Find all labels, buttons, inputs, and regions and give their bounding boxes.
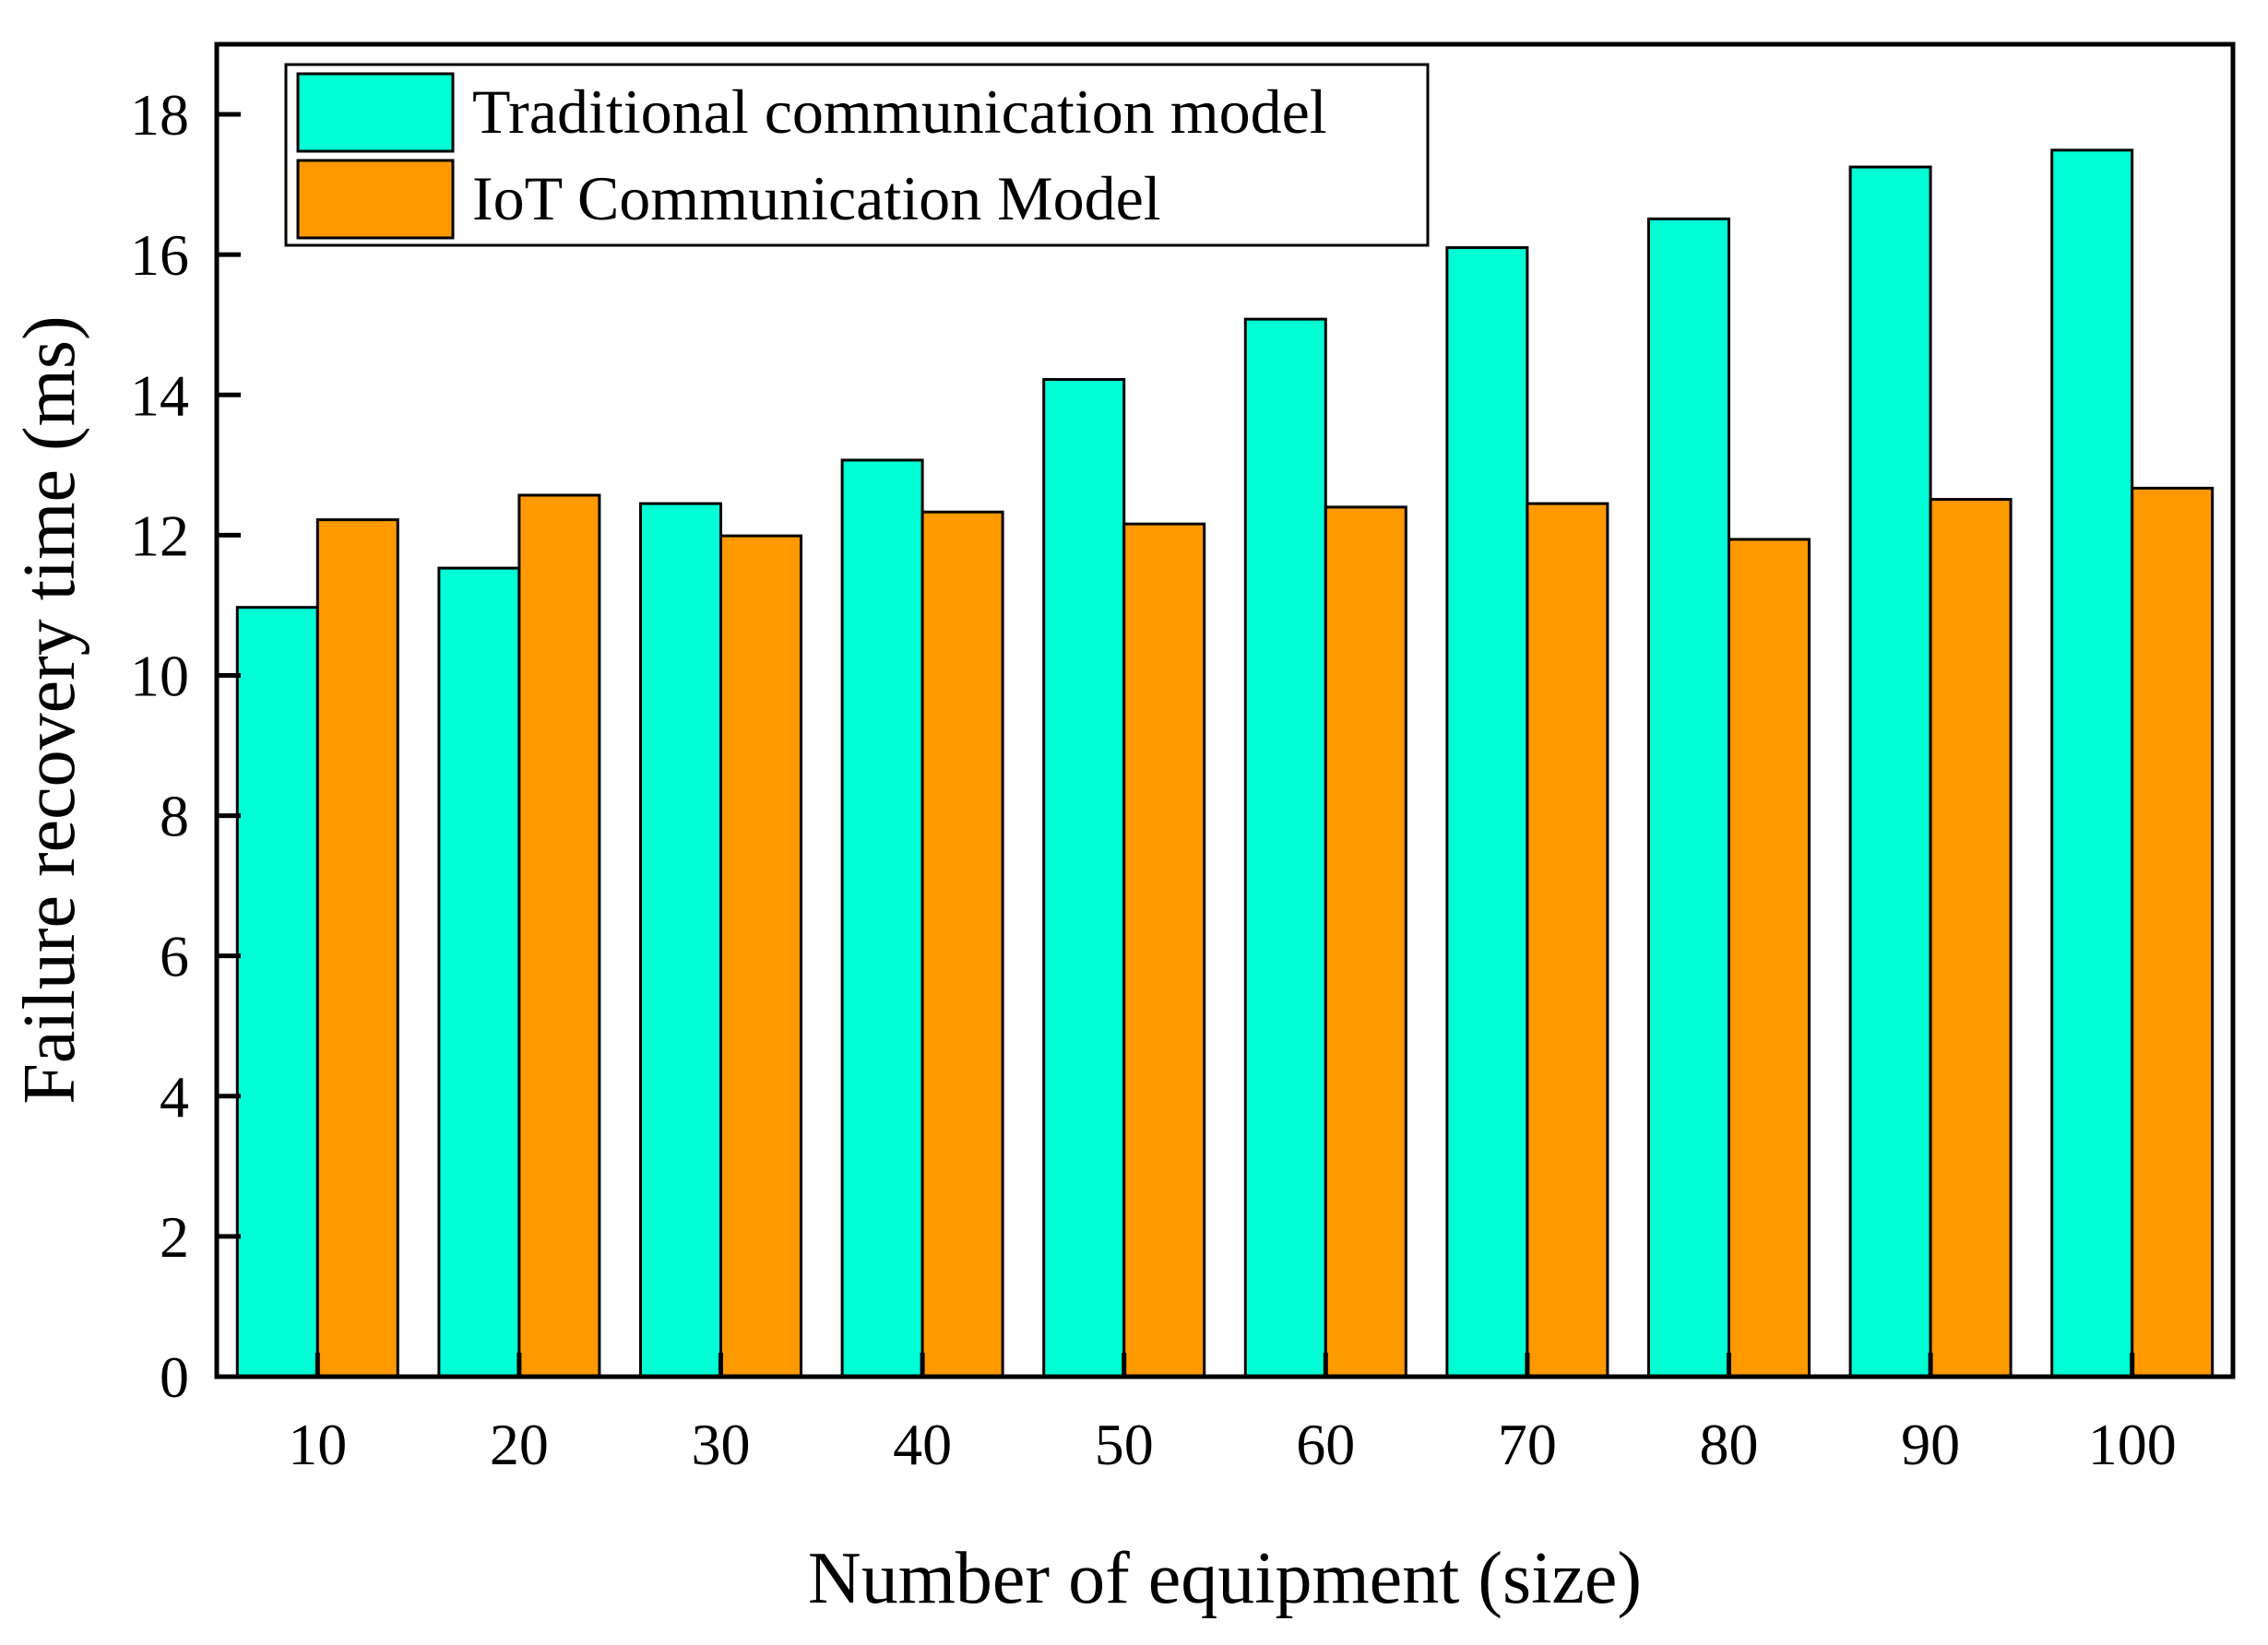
bar-iot-10 <box>315 518 399 1379</box>
x-tick-label-50: 50 <box>1095 1412 1154 1477</box>
bar-traditional-60 <box>1243 317 1327 1379</box>
x-tick-label-70: 70 <box>1498 1412 1557 1477</box>
x-tick-label-10: 10 <box>288 1412 347 1477</box>
labels-layer: 10 20 30 40 50 60 70 80 90 100 0 2 4 6 8 10 12 14 16 18 <box>130 82 2177 1477</box>
y-tick-label-2: 2 <box>160 1204 189 1270</box>
x-tick-label-40: 40 <box>893 1412 952 1477</box>
bar-iot-90 <box>1929 498 2013 1379</box>
bar-iot-70 <box>1526 502 1609 1379</box>
y-tick-label-16: 16 <box>130 222 189 288</box>
y-tick-label-6: 6 <box>160 924 189 989</box>
ticks-layer <box>217 112 2135 1379</box>
bar-iot-80 <box>1728 538 1811 1379</box>
bar-iot-60 <box>1324 505 1407 1379</box>
x-tick-label-60: 60 <box>1296 1412 1355 1477</box>
legend-label-iot: IoT Communication Model <box>472 163 1161 233</box>
y-tick-label-8: 8 <box>160 784 189 849</box>
legend-box <box>284 63 1430 247</box>
legend-label-traditional: Traditional communication model <box>472 77 1327 147</box>
x-tick-label-100: 100 <box>2088 1412 2177 1477</box>
bar-iot-40 <box>920 510 1004 1379</box>
bar-traditional-30 <box>639 502 722 1379</box>
bar-iot-50 <box>1122 522 1206 1379</box>
bar-traditional-40 <box>840 458 924 1379</box>
bar-traditional-80 <box>1647 217 1730 1379</box>
bar-iot-20 <box>517 493 601 1379</box>
x-tick-label-20: 20 <box>490 1412 549 1477</box>
x-tick-label-80: 80 <box>1700 1412 1759 1477</box>
bar-traditional-70 <box>1445 246 1529 1379</box>
y-tick-label-10: 10 <box>130 643 189 708</box>
bar-traditional-100 <box>2050 148 2134 1379</box>
x-tick-label-30: 30 <box>692 1412 751 1477</box>
legend-swatch-iot <box>296 159 455 240</box>
bar-iot-30 <box>719 534 802 1379</box>
legend: Traditional communication model IoT Comm… <box>284 63 1430 247</box>
x-tick-label-90: 90 <box>1901 1412 1960 1477</box>
y-tick-label-4: 4 <box>160 1064 189 1130</box>
y-tick-label-0: 0 <box>160 1344 189 1410</box>
x-axis-title: Number of equipment (size) <box>808 1538 1642 1619</box>
legend-swatch-traditional <box>296 72 455 153</box>
bar-traditional-10 <box>235 606 319 1379</box>
bar-traditional-50 <box>1042 378 1126 1379</box>
bar-iot-100 <box>2131 486 2215 1379</box>
y-tick-label-12: 12 <box>130 503 189 568</box>
bar-traditional-90 <box>1848 165 1932 1379</box>
y-axis-title: Failure recovery time (ms) <box>9 315 90 1104</box>
bar-traditional-20 <box>437 566 521 1379</box>
plot-frame <box>214 41 2236 1379</box>
y-tick-label-14: 14 <box>130 362 189 428</box>
bars-layer <box>235 148 2215 1379</box>
y-tick-label-18: 18 <box>130 82 189 148</box>
